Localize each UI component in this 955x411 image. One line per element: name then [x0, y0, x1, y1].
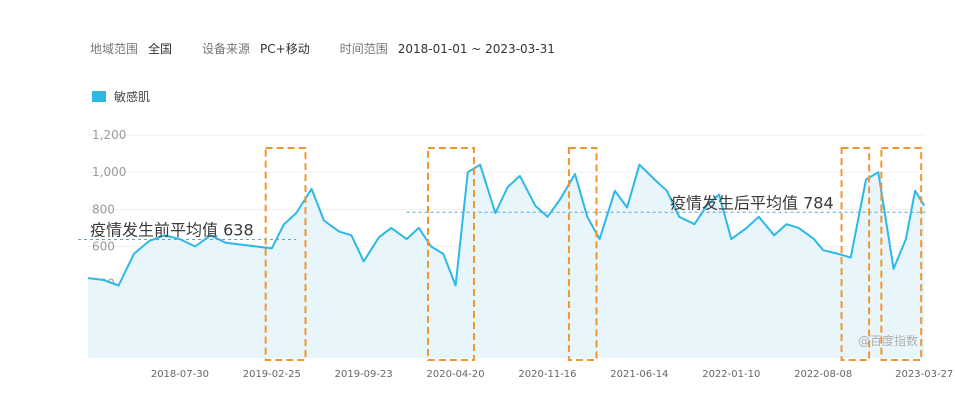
highlight-box: [880, 147, 923, 361]
x-tick-label: 2020-04-20: [427, 369, 485, 380]
x-tick-label: 2020-11-16: [518, 369, 576, 380]
y-tick-label: 1,200: [92, 128, 126, 142]
highlight-box: [840, 147, 871, 361]
y-tick-label: 800: [92, 202, 115, 216]
chart-legend[interactable]: 敏感肌: [92, 88, 150, 105]
y-tick-label: 600: [92, 240, 115, 254]
x-tick-label: 2018-07-30: [151, 369, 209, 380]
filter-bar: 地域范围 全国 设备来源 PC+移动 时间范围 2018-01-01 ~ 2023-03-…: [90, 40, 585, 57]
watermark: @百度指数: [858, 333, 918, 348]
highlight-box: [427, 147, 475, 361]
region-selector[interactable]: 全国: [148, 42, 173, 56]
highlight-box: [264, 147, 307, 361]
x-tick-label: 2019-09-23: [335, 369, 393, 380]
time-range-label: 时间范围: [339, 42, 388, 56]
time-range-selector[interactable]: 2018-01-01 ~ 2023-03-31: [397, 42, 555, 56]
x-tick-label: 2021-06-14: [610, 369, 668, 380]
region-label: 地域范围: [90, 42, 139, 56]
device-selector[interactable]: PC+移动: [260, 42, 310, 56]
x-tick-label: 2022-08-08: [794, 369, 852, 380]
pre-pandemic-average-label: 疫情发生前平均值 638: [90, 220, 254, 239]
legend-label: 敏感肌: [114, 90, 151, 104]
y-tick-label: 1,000: [92, 165, 126, 179]
series-line[interactable]: [87, 163, 926, 287]
device-label: 设备来源: [202, 42, 251, 56]
x-tick-label: 2023-03-27: [895, 369, 953, 380]
x-tick-label: 2022-01-10: [702, 369, 760, 380]
post-pandemic-average-label: 疫情发生后平均值 784: [670, 193, 834, 212]
legend-swatch: [92, 91, 106, 102]
x-tick-label: 2019-02-25: [243, 369, 301, 380]
highlight-box: [567, 147, 598, 361]
